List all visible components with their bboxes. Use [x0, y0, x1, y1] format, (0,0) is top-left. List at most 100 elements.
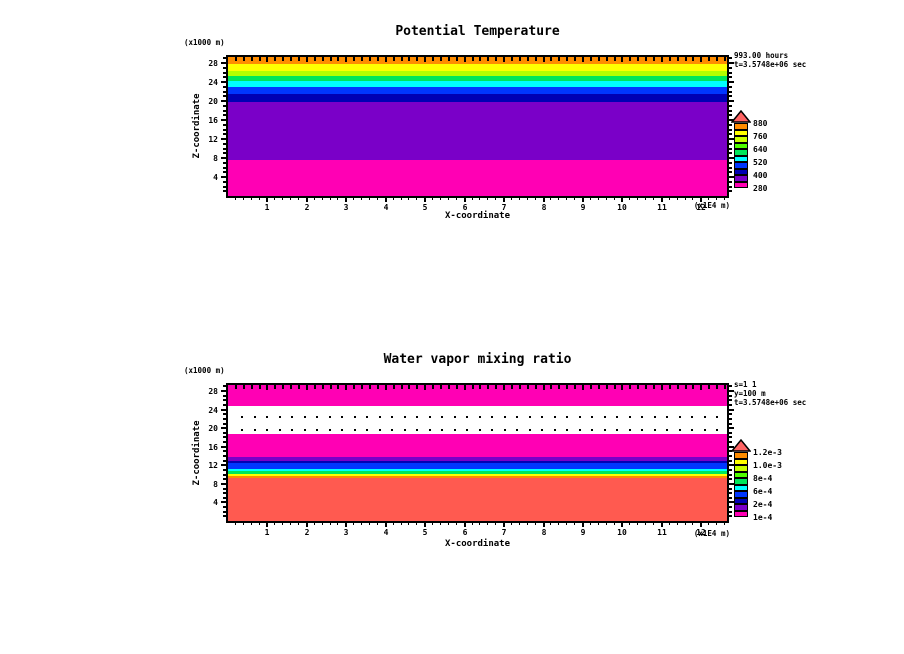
grid-dot — [341, 416, 343, 418]
axis-tick — [377, 198, 378, 200]
axis-tick — [416, 198, 417, 200]
axis-tick — [729, 390, 734, 392]
grid-dot — [291, 429, 293, 431]
axis-tick — [282, 523, 283, 525]
axis-tick — [223, 460, 226, 462]
axis-tick — [393, 198, 394, 200]
axis-tick — [223, 492, 226, 494]
axis-tick — [700, 57, 702, 62]
axis-tick — [716, 385, 718, 389]
colorbar-overflow-arrow — [731, 439, 751, 452]
grid-dot — [391, 416, 393, 418]
colorbar-label: 760 — [753, 132, 768, 141]
axis-tick — [511, 198, 512, 200]
axis-tick — [223, 186, 226, 188]
axis-tick — [337, 523, 338, 525]
axis-tick — [729, 171, 732, 173]
axis-tick — [330, 198, 331, 200]
axis-tick — [298, 385, 300, 389]
y-tick-label: 12 — [208, 461, 218, 470]
axis-tick — [729, 95, 732, 97]
axis-tick — [645, 57, 647, 61]
axis-tick — [221, 483, 226, 485]
axis-tick — [251, 198, 252, 200]
axis-tick — [685, 57, 687, 61]
axis-tick — [729, 91, 732, 93]
axis-tick — [669, 57, 671, 61]
axis-tick — [401, 57, 403, 61]
axis-tick — [729, 86, 732, 88]
axis-tick — [456, 198, 457, 200]
grid-dot — [454, 416, 456, 418]
axis-tick — [221, 81, 226, 83]
contour-band — [228, 76, 727, 81]
colorbar-box — [734, 123, 748, 130]
axis-tick — [345, 198, 347, 202]
x-tick-label: 10 — [617, 528, 627, 537]
axis-tick — [432, 385, 434, 389]
colorbar-box — [734, 156, 748, 162]
axis-tick — [337, 198, 338, 200]
axis-tick — [677, 385, 679, 389]
axis-tick — [369, 57, 371, 61]
axis-tick — [495, 385, 497, 389]
axis-tick — [223, 399, 226, 401]
axis-tick — [432, 523, 433, 525]
grid-dot — [616, 429, 618, 431]
colorbar-label: 2e-4 — [753, 500, 773, 509]
axis-tick — [416, 385, 418, 389]
panel2-y-unit-label: (x1000 m) — [184, 366, 225, 375]
axis-tick — [298, 198, 299, 200]
axis-tick — [637, 198, 638, 200]
contour-band — [228, 64, 727, 71]
axis-tick — [223, 450, 226, 452]
axis-tick — [590, 57, 592, 61]
axis-tick — [223, 436, 226, 438]
axis-tick — [598, 198, 599, 200]
axis-tick — [653, 198, 654, 200]
axis-tick — [621, 523, 623, 527]
axis-tick — [266, 523, 268, 527]
axis-tick — [543, 523, 545, 527]
y-tick-label: 16 — [208, 116, 218, 125]
grid-dot — [704, 429, 706, 431]
axis-tick — [274, 57, 276, 61]
axis-tick — [729, 181, 732, 183]
axis-tick — [223, 385, 226, 387]
contour-band — [228, 476, 727, 478]
colorbar-box — [734, 478, 748, 485]
axis-tick — [621, 385, 623, 390]
axis-tick — [259, 198, 260, 200]
x-tick-label: 5 — [422, 528, 428, 537]
axis-tick — [314, 198, 315, 200]
axis-tick — [298, 523, 299, 525]
axis-tick — [385, 385, 387, 390]
axis-tick — [729, 436, 732, 438]
colorbar-label: 400 — [753, 171, 768, 180]
contour-band — [228, 457, 727, 461]
axis-tick — [729, 133, 732, 135]
axis-tick — [440, 57, 442, 61]
colorbar-box — [734, 182, 748, 188]
axis-tick — [606, 198, 607, 200]
axis-tick — [729, 497, 732, 499]
axis-tick — [223, 506, 226, 508]
axis-tick — [345, 57, 347, 62]
axis-tick — [361, 57, 363, 61]
axis-tick — [221, 464, 226, 466]
grid-dot — [366, 429, 368, 431]
y-tick-label: 8 — [213, 480, 218, 489]
axis-tick — [729, 506, 732, 508]
axis-tick — [629, 57, 631, 61]
axis-tick — [729, 478, 732, 480]
axis-tick — [669, 523, 670, 525]
axis-tick — [729, 152, 732, 154]
axis-tick — [282, 385, 284, 389]
colorbar-box — [734, 511, 748, 517]
grid-dot — [591, 429, 593, 431]
axis-tick — [729, 464, 734, 466]
axis-tick — [314, 523, 315, 525]
axis-tick — [223, 162, 226, 164]
axis-tick — [519, 523, 520, 525]
axis-tick — [566, 57, 568, 61]
